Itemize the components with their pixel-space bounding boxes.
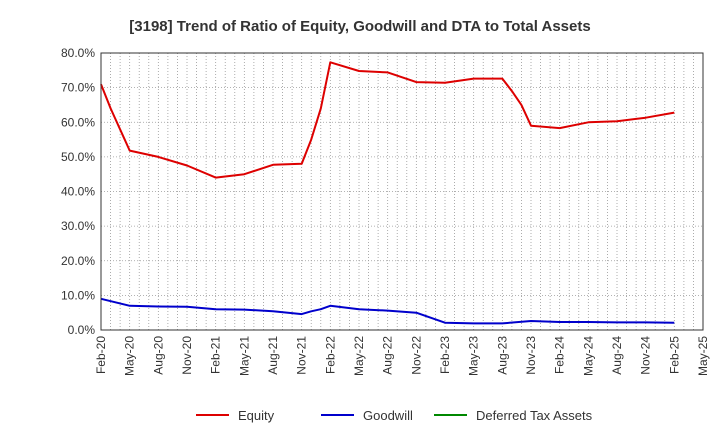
x-tick-label: Nov-20 — [180, 336, 194, 375]
x-tick-label: Aug-24 — [610, 336, 624, 375]
x-tick-label: May-20 — [123, 336, 137, 376]
x-tick-label: Nov-21 — [295, 336, 309, 375]
y-tick-label: 20.0% — [61, 254, 95, 268]
y-tick-label: 60.0% — [61, 115, 95, 129]
series-line-equity — [100, 61, 675, 179]
plot-frame — [100, 52, 704, 331]
x-tick-label: Feb-21 — [209, 336, 223, 374]
y-tick-label: 30.0% — [61, 219, 95, 233]
series-line-goodwill — [100, 297, 675, 325]
x-tick-label: May-25 — [696, 336, 710, 376]
grid-lines — [100, 52, 704, 331]
x-tick-label: Aug-22 — [381, 336, 395, 375]
legend-label: Equity — [238, 408, 275, 423]
x-tick-label: Feb-22 — [323, 336, 337, 374]
x-tick-label: Feb-23 — [438, 336, 452, 374]
y-tick-label: 70.0% — [61, 81, 95, 95]
x-tick-label: Nov-24 — [639, 336, 653, 375]
y-tick-label: 0.0% — [68, 323, 96, 337]
x-tick-label: May-23 — [467, 336, 481, 376]
x-tick-label: Aug-20 — [151, 336, 165, 375]
x-axis-ticks: Feb-20 May-20 Aug-20 Nov-20 Feb-21 May-21 Aug-… — [94, 336, 710, 376]
legend-label: Goodwill — [363, 408, 413, 423]
x-tick-label: Feb-25 — [667, 336, 681, 374]
x-tick-label: Nov-23 — [524, 336, 538, 375]
x-tick-label: May-22 — [352, 336, 366, 376]
x-tick-label: Nov-22 — [409, 336, 423, 375]
y-tick-label: 10.0% — [61, 288, 95, 302]
x-tick-label: Aug-21 — [266, 336, 280, 375]
x-tick-label: May-21 — [237, 336, 251, 376]
y-tick-label: 80.0% — [61, 46, 95, 60]
legend-label: Deferred Tax Assets — [476, 408, 593, 423]
y-tick-label: 40.0% — [61, 185, 95, 199]
x-tick-label: Aug-23 — [495, 336, 509, 375]
legend: Equity Goodwill Deferred Tax Assets — [196, 408, 593, 423]
x-tick-label: Feb-24 — [553, 336, 567, 374]
y-tick-label: 50.0% — [61, 150, 95, 164]
x-tick-label: May-24 — [581, 336, 595, 376]
x-tick-label: Feb-20 — [94, 336, 108, 374]
series-layer — [100, 61, 675, 325]
chart-title: [3198] Trend of Ratio of Equity, Goodwil… — [129, 18, 590, 35]
y-axis-ticks: 0.0% 10.0% 20.0% 30.0% 40.0% 50.0% 60.0% 70.0% 8… — [61, 46, 95, 337]
